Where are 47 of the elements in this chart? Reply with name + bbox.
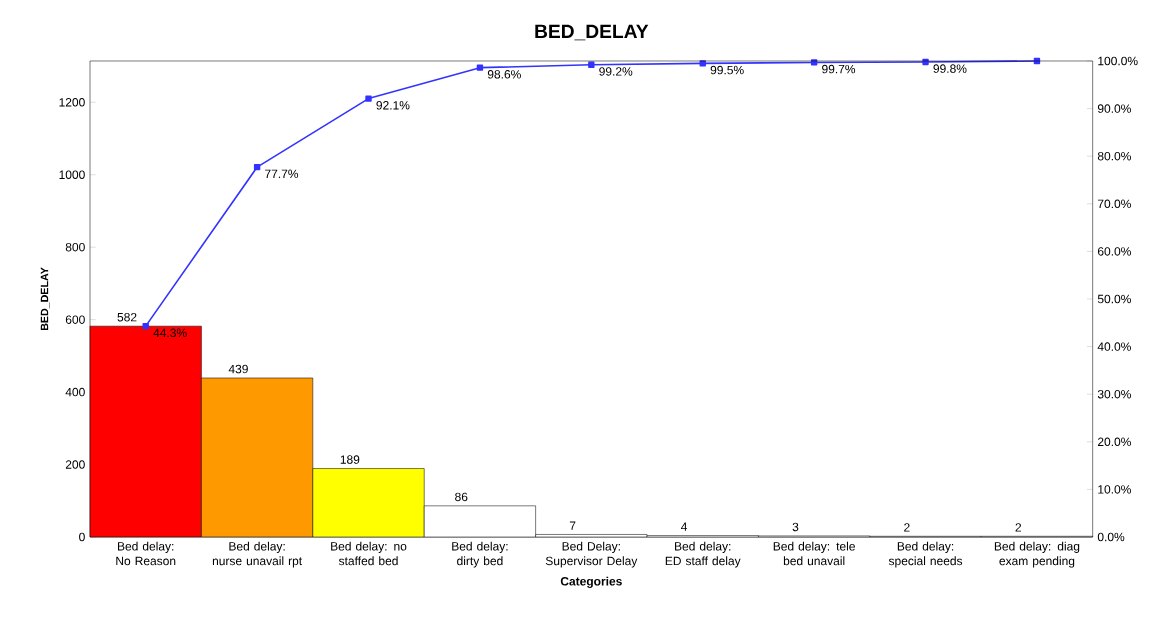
x-tick-label: Bed delay: special needs [888,541,963,568]
data-label: 582 [117,312,137,322]
x-axis-title: Categories [560,576,622,588]
data-label: 98.6% [487,70,521,79]
data-label: 189 [340,455,360,464]
y2-tick-label: 10.0% [1098,485,1131,494]
x-tick-label: Bed delay: no staffed bed [331,541,407,566]
data-label: 99.7% [822,64,856,74]
data-label: 3 [792,522,799,532]
x-tick-label: Bed delay: tele bed unavail [773,541,855,566]
x-tick-label: Bed delay: dirty bed [452,541,508,568]
y2-tick-label: 30.0% [1097,389,1131,399]
y-tick-label: 400 [65,387,85,397]
x-tick-label: Bed Delay: Supervisor Delay [545,541,638,568]
data-label: 92.1% [376,101,410,110]
y2-tick-label: 100.0% [1098,56,1138,66]
y2-tick-label: 50.0% [1097,294,1131,304]
y2-tick-label: 80.0% [1097,151,1131,161]
data-label: 99.8% [933,64,967,73]
data-label: 86 [455,492,468,502]
y-tick-label: 1200 [59,98,85,107]
data-label: 439 [228,364,248,374]
y2-tick-label: 40.0% [1097,342,1131,351]
y-tick-label: 200 [65,460,85,469]
data-label: 2 [1015,523,1022,532]
x-tick-label: Bed delay: ED staff delay [665,541,741,568]
y-tick-label: 1000 [59,170,85,179]
data-label: 2 [904,523,910,532]
y2-tick-label: 90.0% [1097,104,1131,113]
y-tick-label: 800 [65,242,85,252]
y2-tick-label: 0.0% [1097,532,1125,542]
data-label: 99.2% [599,67,633,76]
y-tick-label: 600 [65,315,85,324]
data-label: 44.3% [153,328,187,338]
y2-tick-label: 20.0% [1097,437,1131,447]
data-label: 77.7% [265,169,299,178]
y-tick-label: 0 [79,532,85,542]
x-tick-label: Bed delay: No Reason [116,541,176,566]
y2-tick-label: 70.0% [1097,199,1131,209]
data-label: 4 [681,522,688,531]
x-tick-label: Bed delay: diag exam pending [994,541,1080,568]
y2-tick-label: 60.0% [1097,247,1131,256]
x-tick-label: Bed delay: nurse unavail rpt [212,541,303,568]
chart-title: BED_DELAY [535,24,649,41]
data-label: 7 [569,521,576,530]
data-label: 99.5% [710,65,744,75]
y-axis-title: BED_DELAY [40,267,50,331]
